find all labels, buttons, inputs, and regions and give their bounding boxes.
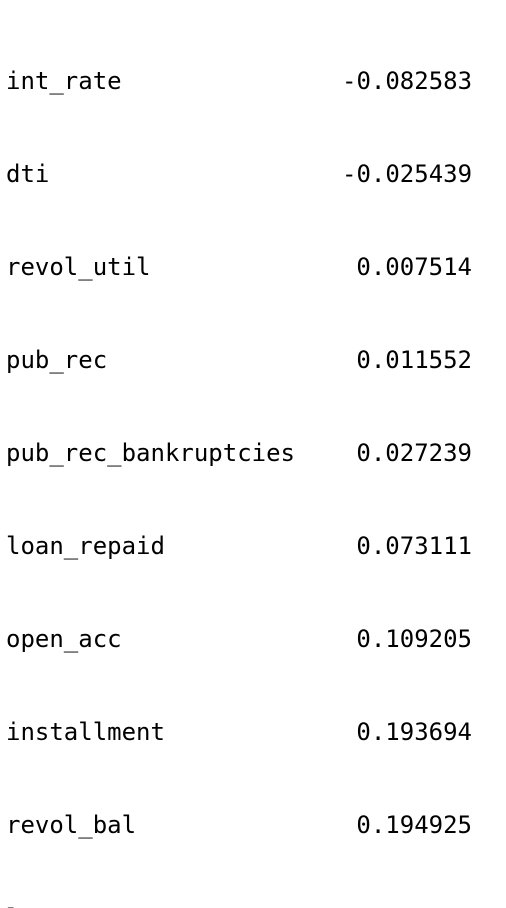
row-label: open_acc	[6, 625, 122, 653]
row-value: 0.007514	[356, 253, 472, 281]
series-row: loan_repaid 0.073111	[6, 531, 472, 562]
series-row: revol_util 0.007514	[6, 252, 472, 283]
row-label: revol_util	[6, 253, 151, 281]
series-row: dti -0.025439	[6, 159, 472, 190]
row-value: 0.222315	[342, 903, 472, 908]
row-label: int_rate	[6, 67, 122, 95]
row-value: -0.025439	[342, 160, 473, 188]
series-output: int_rate -0.082583 dti -0.025439 revol_u…	[6, 4, 472, 908]
series-row: int_rate -0.082583	[6, 66, 472, 97]
row-value: -0.082583	[342, 67, 473, 95]
row-label: loan_amnt	[6, 903, 342, 908]
series-row: loan_amnt 0.222315	[6, 903, 472, 908]
row-value: 0.194925	[356, 811, 472, 839]
row-value: 0.193694	[356, 718, 472, 746]
row-label: installment	[6, 718, 165, 746]
row-value: 0.109205	[356, 625, 472, 653]
row-label: loan_repaid	[6, 532, 165, 560]
series-row: installment 0.193694	[6, 717, 472, 748]
row-value: 0.011552	[356, 346, 472, 374]
row-label: revol_bal	[6, 811, 137, 839]
series-row: pub_rec 0.011552	[6, 345, 472, 376]
row-value: 0.073111	[356, 532, 472, 560]
series-row: open_acc 0.109205	[6, 624, 472, 655]
row-label: pub_rec	[6, 346, 108, 374]
series-row: revol_bal 0.194925	[6, 810, 472, 841]
row-label: dti	[6, 160, 50, 188]
